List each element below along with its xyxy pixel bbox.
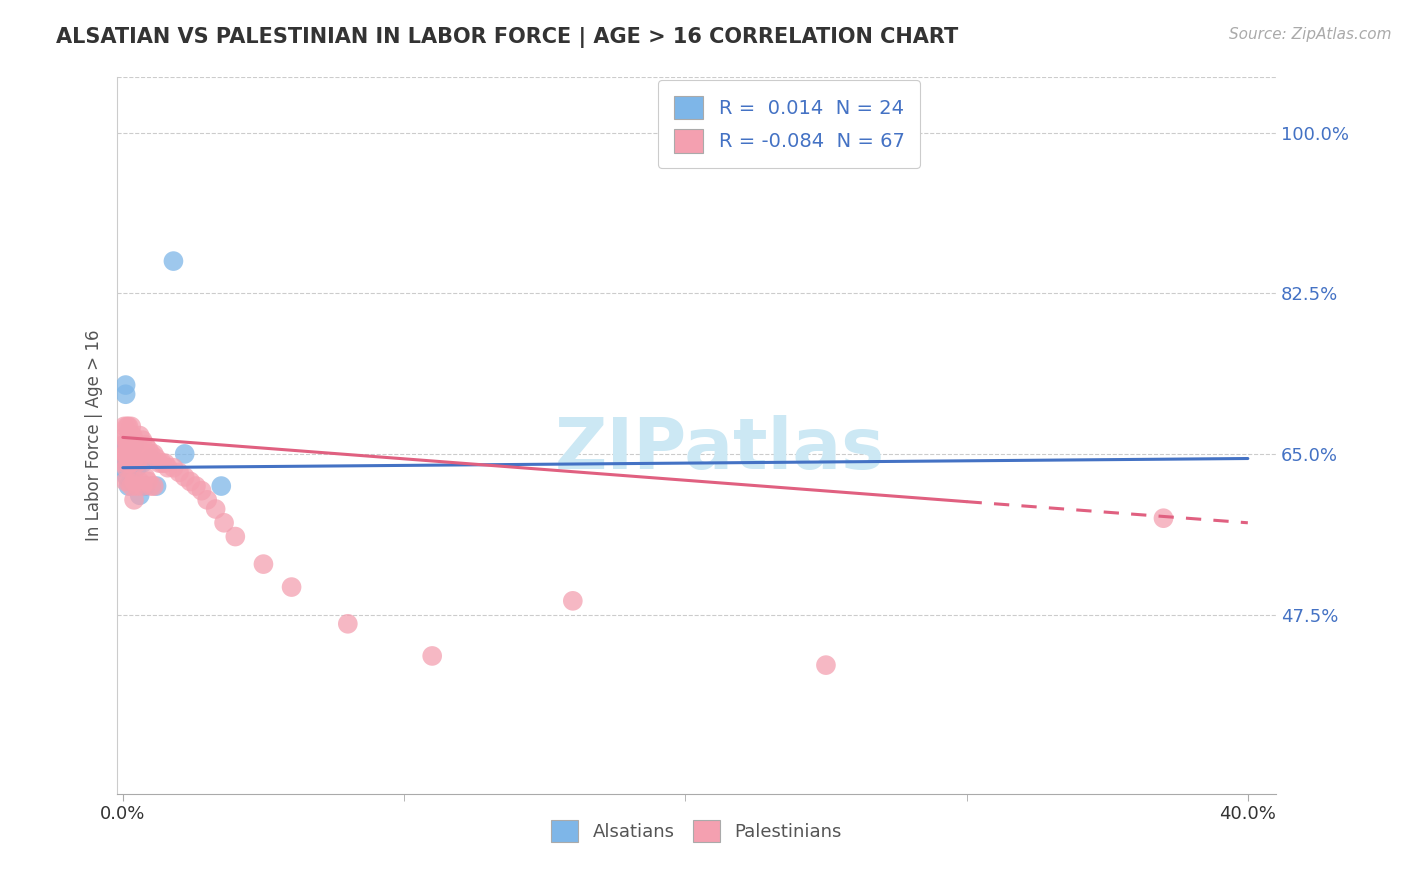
Point	[120, 419, 142, 434]
Point	[139, 451, 162, 466]
Point	[156, 460, 179, 475]
Point	[112, 438, 135, 452]
Point	[420, 648, 443, 663]
Point	[134, 479, 156, 493]
Point	[561, 594, 583, 608]
Point	[162, 254, 184, 268]
Point	[212, 516, 235, 530]
Point	[115, 419, 138, 434]
Point	[117, 419, 139, 434]
Point	[112, 419, 135, 434]
Point	[173, 470, 195, 484]
Point	[131, 451, 153, 466]
Point	[142, 479, 165, 493]
Point	[252, 557, 274, 571]
Point	[125, 438, 148, 452]
Point	[121, 451, 143, 466]
Point	[134, 470, 156, 484]
Point	[117, 438, 139, 452]
Text: ALSATIAN VS PALESTINIAN IN LABOR FORCE | AGE > 16 CORRELATION CHART: ALSATIAN VS PALESTINIAN IN LABOR FORCE |…	[56, 27, 959, 48]
Point	[280, 580, 302, 594]
Point	[1152, 511, 1174, 525]
Point	[204, 502, 226, 516]
Point	[190, 483, 212, 498]
Point	[131, 433, 153, 447]
Point	[117, 438, 139, 452]
Text: ZIPatlas: ZIPatlas	[555, 416, 884, 484]
Point	[209, 479, 232, 493]
Point	[115, 447, 138, 461]
Point	[162, 460, 184, 475]
Point	[115, 456, 138, 470]
Point	[145, 479, 167, 493]
Point	[145, 451, 167, 466]
Legend: R =  0.014  N = 24, R = -0.084  N = 67: R = 0.014 N = 24, R = -0.084 N = 67	[658, 80, 920, 169]
Point	[125, 479, 148, 493]
Point	[114, 475, 136, 489]
Point	[136, 442, 159, 457]
Point	[136, 475, 159, 489]
Point	[122, 438, 145, 452]
Point	[814, 658, 837, 673]
Point	[125, 456, 148, 470]
Point	[120, 456, 142, 470]
Point	[167, 465, 190, 479]
Point	[115, 438, 138, 452]
Point	[134, 438, 156, 452]
Point	[131, 456, 153, 470]
Point	[122, 475, 145, 489]
Point	[139, 479, 162, 493]
Point	[122, 492, 145, 507]
Point	[224, 530, 246, 544]
Point	[114, 447, 136, 461]
Point	[114, 387, 136, 401]
Point	[128, 475, 150, 489]
Point	[115, 433, 138, 447]
Y-axis label: In Labor Force | Age > 16: In Labor Force | Age > 16	[86, 330, 103, 541]
Point	[139, 447, 162, 461]
Point	[117, 438, 139, 452]
Point	[112, 438, 135, 452]
Point	[336, 616, 359, 631]
Point	[195, 492, 218, 507]
Point	[153, 456, 176, 470]
Point	[120, 475, 142, 489]
Point	[117, 475, 139, 489]
Point	[118, 456, 141, 470]
Point	[117, 456, 139, 470]
Text: Source: ZipAtlas.com: Source: ZipAtlas.com	[1229, 27, 1392, 42]
Point	[121, 428, 143, 442]
Point	[112, 456, 135, 470]
Point	[117, 460, 139, 475]
Point	[128, 428, 150, 442]
Point	[128, 488, 150, 502]
Point	[120, 456, 142, 470]
Point	[114, 428, 136, 442]
Point	[117, 479, 139, 493]
Point	[120, 438, 142, 452]
Point	[125, 460, 148, 475]
Point	[122, 451, 145, 466]
Point	[114, 378, 136, 392]
Point	[142, 447, 165, 461]
Point	[122, 433, 145, 447]
Point	[128, 451, 150, 466]
Point	[114, 456, 136, 470]
Point	[150, 456, 173, 470]
Point	[120, 479, 142, 493]
Point	[148, 456, 170, 470]
Point	[115, 460, 138, 475]
Point	[115, 470, 138, 484]
Point	[179, 475, 201, 489]
Point	[112, 460, 135, 475]
Point	[114, 447, 136, 461]
Point	[173, 447, 195, 461]
Point	[118, 428, 141, 442]
Point	[131, 479, 153, 493]
Point	[184, 479, 207, 493]
